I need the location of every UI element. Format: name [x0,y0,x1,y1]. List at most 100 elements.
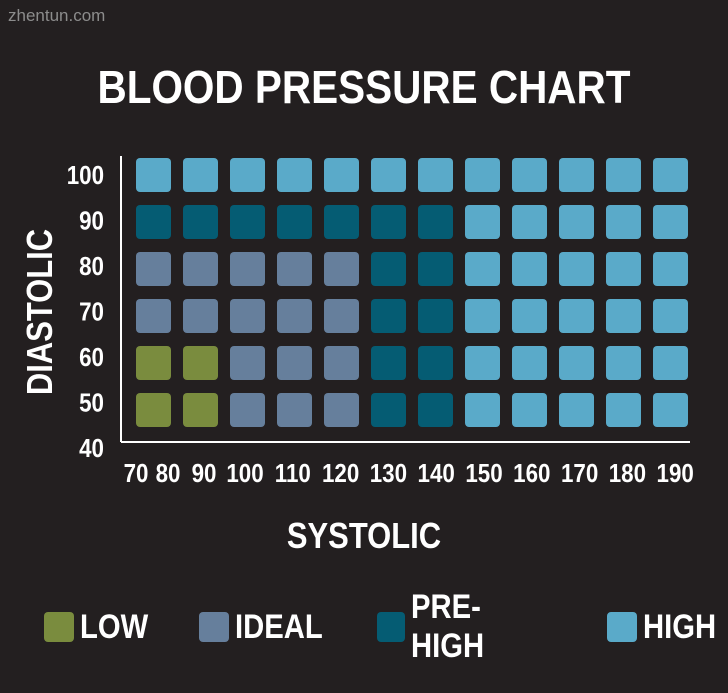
y-tick-label-80: 80 [79,252,104,281]
heatmap-cell-r1-c4 [324,205,359,239]
x-tick-label-180: 180 [609,459,646,488]
chart-title: BLOOD PRESSURE CHART [97,61,631,113]
heatmap-cell-r0-c2 [230,158,265,192]
x-tick-label-110: 110 [275,459,311,488]
heatmap-cell-r3-c6 [418,299,453,333]
heatmap-cell-r2-c10 [606,252,641,286]
legend-swatch-pre-high [377,612,406,642]
heatmap-cell-r3-c10 [606,299,641,333]
heatmap-cell-r5-c5 [371,393,406,427]
heatmap-cell-r3-c5 [371,299,406,333]
x-axis-ticks: 70 80 90 100 110 120 130 140 150 160 170 180 190 [124,459,694,488]
heatmap-cell-r0-c8 [512,158,547,192]
heatmap-cell-r2-c5 [371,252,406,286]
heatmap-cell-r5-c8 [512,393,547,427]
x-tick-label-160: 160 [513,459,550,488]
heatmap-cell-r4-c10 [606,346,641,380]
heatmap-cell-r3-c7 [465,299,500,333]
heatmap-cell-r0-c7 [465,158,500,192]
heatmap-cell-r5-c4 [324,393,359,427]
heatmap-cell-r4-c8 [512,346,547,380]
heatmap-cell-r4-c3 [277,346,312,380]
heatmap-cell-r1-c9 [559,205,594,239]
x-tick-label-140: 140 [418,459,455,488]
heatmap-cell-r0-c3 [277,158,312,192]
watermark: zhentun.com [8,6,106,25]
heatmap-cell-r5-c7 [465,393,500,427]
heatmap-cell-r4-c11 [653,346,688,380]
heatmap-cell-r0-c0 [136,158,171,192]
heatmap-cell-r2-c9 [559,252,594,286]
heatmap-cell-r0-c1 [183,158,218,192]
heatmap-cell-r1-c10 [606,205,641,239]
y-axis-ticks: 100 90 80 70 60 50 40 [67,161,104,463]
heatmap-cell-r2-c4 [324,252,359,286]
heatmap-cell-r0-c9 [559,158,594,192]
x-tick-label-170: 170 [561,459,598,488]
heatmap-cell-r3-c3 [277,299,312,333]
chart-axes [120,156,690,443]
heatmap-cell-r1-c5 [371,205,406,239]
heatmap-cell-r5-c3 [277,393,312,427]
heatmap-cells [136,158,688,427]
heatmap-cell-r5-c9 [559,393,594,427]
heatmap-cell-r4-c4 [324,346,359,380]
heatmap-cell-r0-c10 [606,158,641,192]
legend-swatch-low [44,612,74,642]
x-tick-label-90: 90 [192,459,217,488]
heatmap-cell-r2-c3 [277,252,312,286]
heatmap-cell-r4-c5 [371,346,406,380]
heatmap-cell-r3-c1 [183,299,218,333]
legend-item-high: HIGH [607,608,728,647]
heatmap-cell-r0-c5 [371,158,406,192]
legend-swatch-ideal [199,612,230,642]
legend-item-ideal: IDEAL [199,608,337,647]
legend-swatch-high [607,612,637,642]
x-tick-label-190: 190 [657,459,694,488]
heatmap-cell-r4-c0 [136,346,171,380]
heatmap-cell-r4-c7 [465,346,500,380]
heatmap-cell-r1-c1 [183,205,218,239]
heatmap-cell-r5-c10 [606,393,641,427]
heatmap-cell-r4-c2 [230,346,265,380]
heatmap-cell-r1-c2 [230,205,265,239]
heatmap-cell-r2-c2 [230,252,265,286]
heatmap-cell-r2-c11 [653,252,688,286]
x-tick-label-130: 130 [370,459,407,488]
y-tick-label-40: 40 [79,434,104,463]
y-tick-label-90: 90 [79,207,104,236]
legend-item-pre-high: PRE-HIGH [377,588,567,666]
heatmap-cell-r2-c1 [183,252,218,286]
heatmap-cell-r1-c0 [136,205,171,239]
heatmap-cell-r2-c8 [512,252,547,286]
heatmap-cell-r1-c7 [465,205,500,239]
y-axis-label: DIASTOLIC [21,229,61,395]
heatmap-cell-r1-c3 [277,205,312,239]
heatmap-cell-r0-c4 [324,158,359,192]
x-tick-label-70: 70 [124,459,149,488]
heatmap-cell-r3-c0 [136,299,171,333]
y-tick-label-60: 60 [79,343,104,372]
heatmap-cell-r3-c4 [324,299,359,333]
x-tick-label-80: 80 [156,459,181,488]
heatmap-cell-r3-c9 [559,299,594,333]
y-tick-label-100: 100 [67,161,104,190]
heatmap-cell-r4-c9 [559,346,594,380]
heatmap-cell-r2-c0 [136,252,171,286]
heatmap-cell-r2-c7 [465,252,500,286]
heatmap-cell-r1-c8 [512,205,547,239]
heatmap-cell-r4-c6 [418,346,453,380]
x-axis-label: SYSTOLIC [287,517,441,557]
heatmap-cell-r0-c11 [653,158,688,192]
heatmap-cell-r3-c2 [230,299,265,333]
legend-label-high: HIGH [643,607,717,646]
heatmap-cell-r5-c0 [136,393,171,427]
heatmap-cell-r3-c11 [653,299,688,333]
heatmap-cell-r5-c6 [418,393,453,427]
chart-legend: LOW IDEAL PRE-HIGH HIGH [44,588,728,666]
x-tick-label-120: 120 [322,459,359,488]
heatmap-cell-r1-c6 [418,205,453,239]
x-tick-label-150: 150 [465,459,502,488]
heatmap-cell-r3-c8 [512,299,547,333]
